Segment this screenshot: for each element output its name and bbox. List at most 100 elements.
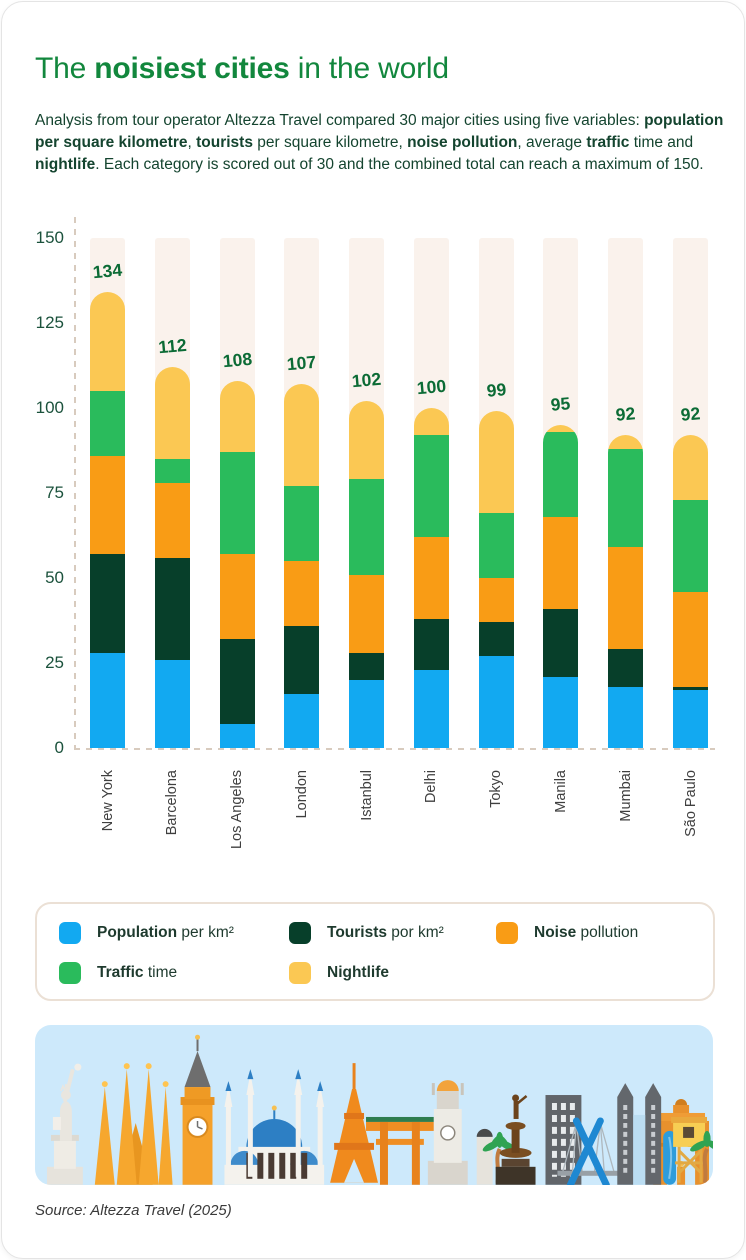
bar-column-barcelona: 112 (154, 238, 190, 748)
source-note: Source: Altezza Travel (2025) (35, 1202, 232, 1219)
x-axis-labels: New York Barcelona Los Angeles London Istanb… (2, 762, 744, 902)
legend-item-nightlife: Nightlife (289, 961, 389, 985)
bar-segment-noise (349, 574, 385, 653)
legend-label: Traffic time (97, 964, 178, 981)
statue-of-liberty-icon (46, 1063, 83, 1185)
bar-segment-population (478, 656, 514, 748)
city-label-text: Barcelona (164, 770, 181, 836)
skyline-illustration (46, 1034, 713, 1185)
bar-segment-traffic (478, 513, 514, 578)
stacked-bar-london (284, 384, 320, 748)
bar-segment-noise (543, 516, 579, 609)
bar-column-são-paulo: 92 (673, 238, 709, 748)
title-bold: noisiest cities (94, 52, 290, 86)
y-axis-tick-label: 75 (45, 483, 64, 502)
y-axis-tick-label: 100 (35, 398, 64, 417)
x-axis-label-mumbai: Mumbai (608, 770, 643, 900)
x-axis-label-delhi: Delhi (414, 770, 449, 900)
x-axis-label-los-angeles: Los Angeles (220, 770, 255, 900)
description-text: per square kilometre, (252, 133, 408, 151)
big-ben-icon (180, 1034, 215, 1185)
legend-item-traffic: Traffic time (59, 961, 177, 985)
x-axis-label-istanbul: Istanbul (349, 770, 384, 900)
bar-segment-nightlife (478, 411, 514, 514)
bar-segment-population (219, 724, 255, 748)
palm-tree-icon (690, 1130, 713, 1184)
description-text: . Each category is scored out of 30 and … (95, 155, 704, 173)
legend-label: Tourists por km² (327, 924, 444, 941)
stacked-bar-são-paulo (673, 435, 709, 748)
city-label-text: Istanbul (358, 770, 375, 821)
bar-segment-population (673, 690, 709, 748)
bar-segment-population (90, 652, 125, 748)
legend-label: Nightlife (327, 964, 389, 981)
bar-segment-traffic (413, 435, 449, 538)
bar-segment-population (543, 676, 579, 748)
sagrada-familia-icon (94, 1063, 173, 1185)
legend-label: Noise pollution (534, 924, 639, 941)
bar-segment-nightlife (219, 380, 255, 453)
bar-segment-traffic (673, 499, 709, 592)
bar-segment-population (413, 669, 449, 748)
legend-label: Population per km² (97, 924, 234, 941)
bar-segment-traffic (608, 448, 644, 548)
bar-segment-tourists (90, 554, 125, 653)
description-bold-text: tourists (196, 133, 253, 151)
legend-swatch-noise (496, 922, 518, 944)
chart-description: Analysis from tour operator Altezza Trav… (35, 110, 725, 176)
bar-segment-traffic (154, 459, 190, 483)
description-bold-text: noise pollution (407, 133, 518, 151)
bar-segment-noise (90, 455, 125, 555)
twin-towers-icon (617, 1083, 662, 1185)
bar-segment-nightlife (413, 408, 449, 436)
bar-segment-noise (284, 561, 320, 626)
y-axis-dashed-line (74, 217, 76, 750)
y-axis-tick-label: 25 (45, 653, 64, 672)
description-text: , (187, 133, 197, 151)
x-axis-label-new-york: New York (90, 770, 125, 900)
stacked-bar-barcelona (154, 367, 190, 748)
description-bold-text: traffic (586, 133, 630, 151)
city-label-text: Tokyo (488, 770, 505, 808)
city-label-text: London (293, 770, 310, 819)
x-axis-dashed-line (74, 748, 715, 750)
title-prefix: The (35, 52, 95, 86)
bar-segment-nightlife (284, 384, 320, 487)
legend-swatch-nightlife (289, 962, 311, 984)
bar-segment-tourists (413, 618, 449, 670)
x-axis-label-manila: Manila (543, 770, 578, 900)
stacked-bar-delhi (413, 408, 449, 748)
y-axis-tick-label: 50 (45, 568, 64, 587)
bar-segment-noise (219, 554, 255, 640)
bar-segment-traffic (349, 479, 385, 575)
chart-legend: Population per km² Tourists por km² Noise … (35, 902, 715, 1001)
stacked-bar-tokyo (478, 411, 514, 748)
stacked-bar-manila (543, 425, 579, 748)
bar-segment-noise (608, 547, 644, 650)
bar-column-delhi: 100 (413, 238, 449, 748)
bar-column-tokyo: 99 (478, 238, 514, 748)
blue-mosque-icon (224, 1069, 325, 1185)
domed-tower-icon (476, 1128, 493, 1185)
clock-tower-icon (427, 1080, 468, 1185)
legend-swatch-traffic (59, 962, 81, 984)
x-axis-label-london: London (284, 770, 319, 900)
bar-segment-nightlife (608, 435, 644, 449)
page-title: The noisiest cities in the world (35, 52, 449, 86)
bar-segment-noise (478, 578, 514, 623)
bar-segment-population (349, 679, 385, 748)
bar-segment-nightlife (349, 401, 385, 480)
description-bold-text: nightlife (35, 155, 96, 173)
bar-segment-nightlife (673, 435, 709, 500)
bar-segment-noise (413, 537, 449, 619)
bar-segment-noise (673, 591, 709, 687)
y-axis-tick-label: 150 (35, 228, 64, 247)
bar-segment-tourists (673, 686, 709, 691)
bar-segment-nightlife (90, 292, 125, 391)
bar-segment-tourists (478, 622, 514, 657)
stacked-bar-istanbul (349, 401, 385, 748)
description-text: Analysis from tour operator Altezza Trav… (35, 111, 645, 129)
bar-column-manila: 95 (543, 238, 579, 748)
surfboard-icon (663, 1130, 677, 1185)
stacked-bar-new-york (90, 292, 125, 748)
